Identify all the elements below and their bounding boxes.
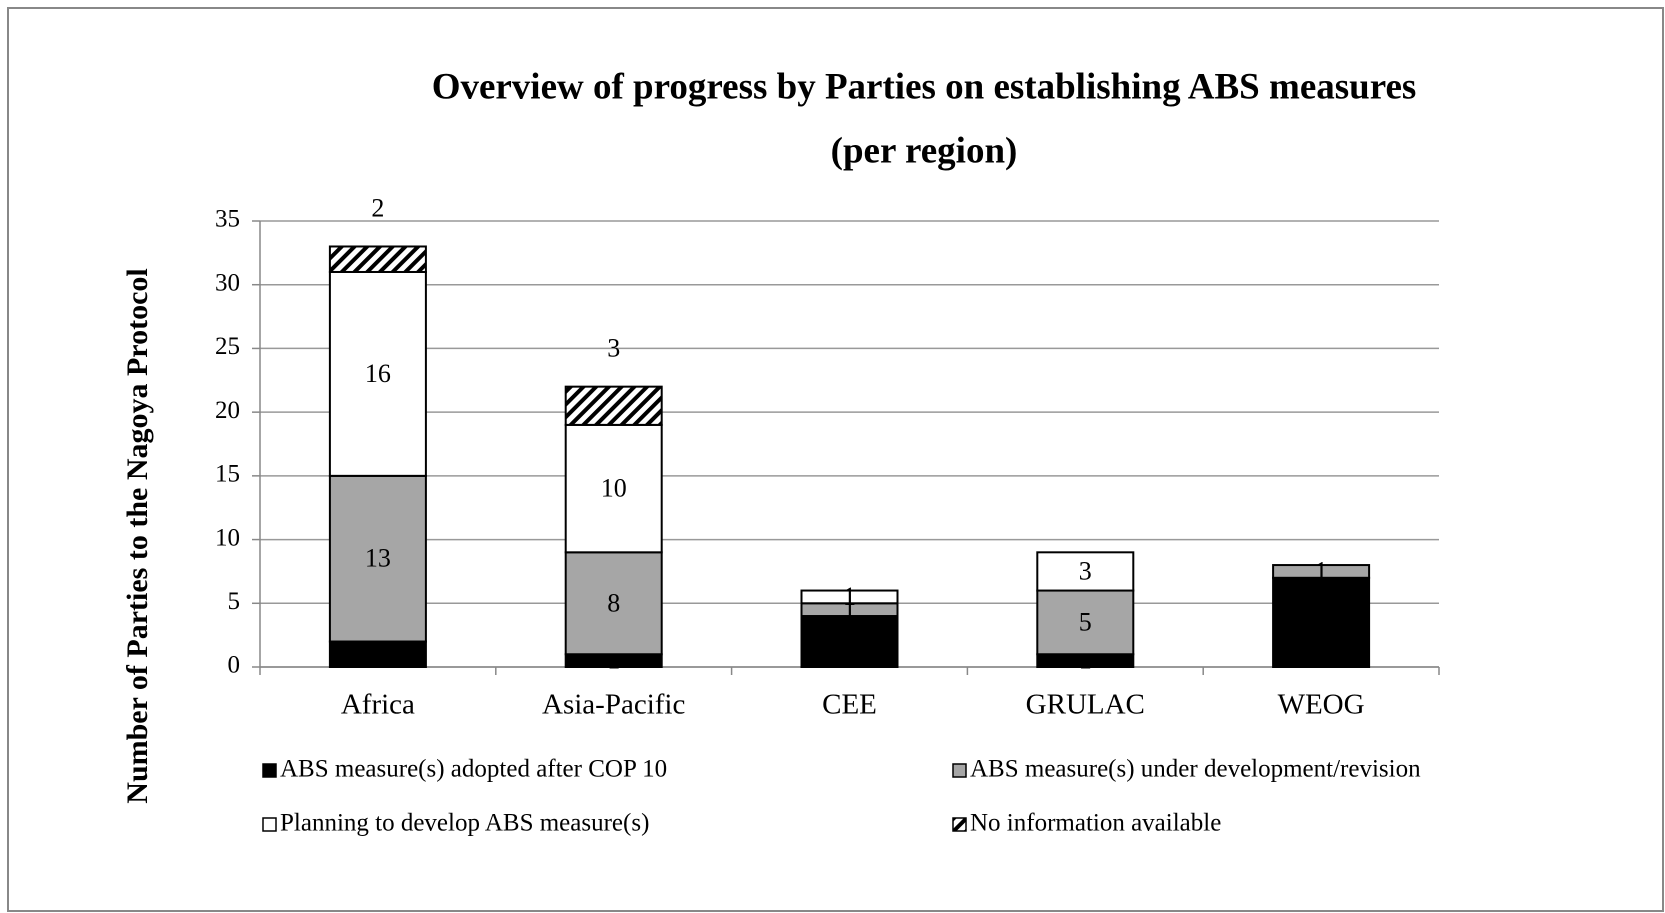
data-label: 13	[365, 544, 391, 573]
data-label: 16	[365, 359, 391, 388]
bar-segment	[1272, 564, 1371, 579]
bar-segment	[564, 385, 663, 426]
bar-segment	[328, 640, 427, 668]
y-tick-label: 5	[228, 588, 241, 615]
x-tick-label: CEE	[822, 689, 877, 721]
data-label: 1	[1315, 556, 1328, 585]
data-label: 8	[607, 588, 620, 617]
legend-label: ABS measure(s) under development/revisio…	[970, 756, 1421, 783]
bar-segment	[1036, 589, 1135, 656]
data-label: 2	[371, 639, 384, 668]
data-label: 3	[1079, 556, 1092, 585]
data-label: 4	[843, 626, 856, 655]
y-tick-label: 35	[215, 206, 240, 233]
x-tick-label: Africa	[341, 689, 415, 721]
legend-swatch	[262, 763, 277, 778]
legend-swatch	[952, 763, 967, 778]
data-label: 5	[1079, 607, 1092, 636]
bar-segment	[800, 615, 899, 668]
y-tick-label: 30	[215, 269, 240, 296]
x-tick-label: WEOG	[1278, 689, 1365, 721]
bar-segment	[1036, 551, 1135, 592]
data-label: 3	[607, 334, 620, 363]
data-label: 10	[601, 474, 627, 503]
y-tick-label: 25	[215, 333, 240, 360]
y-tick-label: 20	[215, 397, 240, 424]
chart-subtitle: (per region)	[831, 130, 1018, 171]
bar-segment	[564, 423, 663, 554]
y-tick-label: 15	[215, 461, 240, 488]
data-label: 7	[1315, 607, 1328, 636]
y-tick-label: 10	[215, 524, 240, 551]
data-label: 1	[843, 582, 856, 611]
bar-segment	[328, 245, 427, 273]
x-tick-label: Asia-Pacific	[542, 689, 685, 721]
bar-segment	[564, 551, 663, 656]
legend-swatch	[262, 817, 277, 832]
legend-label: No information available	[970, 810, 1221, 837]
bar-segment	[800, 589, 899, 605]
legend-label: Planning to develop ABS measure(s)	[280, 810, 649, 837]
frame	[7, 7, 1664, 912]
bar-segment	[1272, 576, 1371, 668]
legend-label: ABS measure(s) adopted after COP 10	[280, 756, 667, 783]
x-tick-label: GRULAC	[1026, 689, 1145, 721]
y-axis-label: Number of Parties to the Nagoya Protocol	[121, 268, 154, 803]
data-label: 2	[371, 193, 384, 222]
y-tick-label: 0	[228, 652, 241, 679]
chart-title: Overview of progress by Parties on estab…	[432, 66, 1417, 107]
legend-swatch	[952, 817, 967, 832]
